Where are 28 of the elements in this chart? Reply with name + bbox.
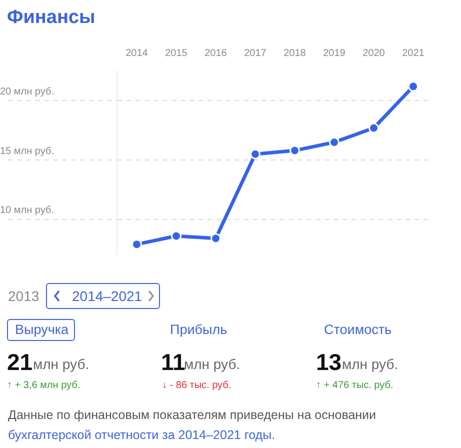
x-tick-label: 2018	[284, 48, 306, 59]
x-tick-label: 2019	[323, 48, 346, 59]
x-tick-label: 2015	[165, 48, 188, 59]
text: ↓ - 86 тыс. руб.	[162, 380, 232, 391]
y-tick-label: 15 млн руб.	[0, 146, 54, 157]
text: млн руб.	[184, 356, 240, 372]
x-tick-label: 2016	[204, 48, 228, 59]
text: Выручка	[15, 322, 69, 337]
y-tick-label: 20 млн руб.	[0, 86, 54, 98]
text: бухгалтерской отчетности за 2014–2021 годы.	[8, 428, 276, 442]
text: Данные по финансовым показателям приведены на основании	[8, 408, 376, 422]
text: 2013	[8, 288, 40, 304]
x-tick-label: 2021	[402, 48, 425, 59]
x-tick-label: 2017	[244, 48, 267, 59]
x-tick-label: 2020	[362, 48, 386, 59]
text: Прибыль	[170, 322, 228, 337]
x-tick-label: 2014	[126, 48, 148, 59]
text: 11	[161, 349, 186, 376]
y-tick-label: 10 млн руб.	[0, 205, 54, 216]
text: Стоимость	[324, 322, 392, 337]
text: млн руб.	[342, 356, 398, 372]
text: ↑ + 476 тыс. руб.	[316, 380, 394, 391]
text: 21	[7, 349, 33, 376]
text: млн руб.	[33, 356, 90, 372]
text: 2014–2021	[72, 288, 142, 304]
text: ↑ + 3,6 млн руб.	[7, 380, 80, 391]
text: 13	[316, 349, 342, 376]
chart-title: Финансы	[7, 7, 96, 29]
